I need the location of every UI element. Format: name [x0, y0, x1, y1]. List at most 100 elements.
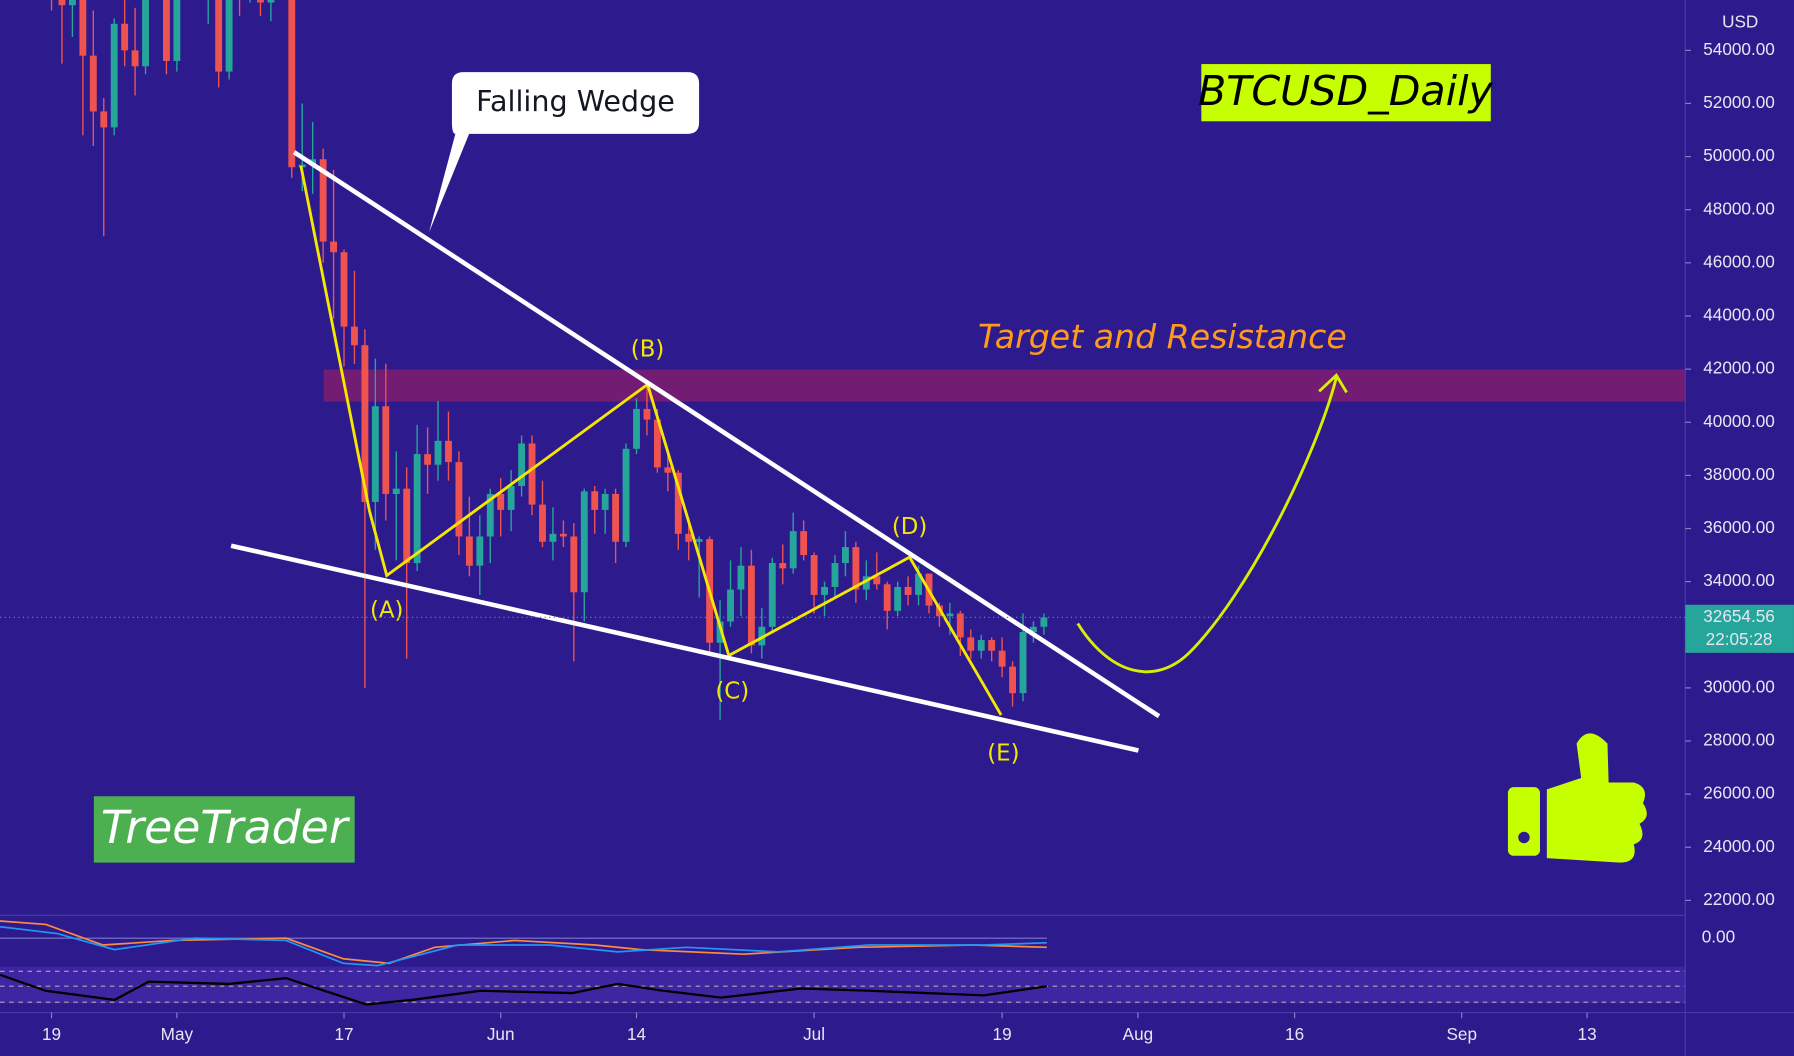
last-price-label: 32654.56 — [1703, 606, 1775, 626]
candles — [50, 0, 1048, 720]
candle-body — [580, 491, 588, 593]
candle-body — [68, 0, 76, 6]
y-tick-label: 36000.00 — [1703, 517, 1775, 537]
candle-body — [695, 539, 703, 542]
callout — [429, 72, 700, 233]
x-tick-label: 17 — [334, 1024, 353, 1044]
candle-body — [915, 573, 922, 595]
axes: 22000.00 24000.00 26000.00 28000.00 30000.00… — [0, 39, 1794, 1044]
candle-body — [497, 493, 505, 510]
candle-body — [1019, 632, 1027, 694]
candle-body — [1030, 626, 1037, 633]
candle-body — [716, 621, 724, 643]
pattern-label: Falling Wedge — [476, 84, 675, 118]
candle-body — [737, 565, 745, 590]
wedge-upper — [292, 150, 1161, 719]
candle-body — [539, 504, 546, 542]
candle-body — [852, 547, 860, 590]
candle-body — [601, 493, 609, 510]
indicator-tick-label: 0.00 — [1702, 927, 1735, 947]
candle-body — [413, 454, 421, 564]
candle-body — [121, 23, 129, 51]
candle-body — [988, 640, 996, 651]
resistance-zone — [323, 369, 1686, 402]
candle-body — [998, 650, 1006, 667]
y-tick-label: 42000.00 — [1703, 358, 1775, 378]
candle-body — [486, 493, 494, 537]
candle-body — [319, 159, 327, 242]
candle-body — [465, 536, 473, 566]
x-tick-label: May — [161, 1024, 194, 1044]
target-label: Target and Resistance — [978, 317, 1347, 356]
y-tick-label: 26000.00 — [1703, 783, 1775, 803]
candle-body — [340, 252, 348, 327]
candle-body — [257, 0, 264, 3]
x-tick-label: 16 — [1285, 1024, 1304, 1044]
candle-body — [622, 448, 630, 542]
y-tick-label: 48000.00 — [1703, 198, 1775, 218]
candle-body — [956, 613, 964, 638]
x-tick-label: Aug — [1123, 1024, 1154, 1044]
candle-body — [58, 0, 66, 6]
y-tick-label: 30000.00 — [1703, 676, 1775, 696]
candle-body — [873, 576, 881, 585]
candle-body — [476, 536, 484, 566]
x-tick-label: 13 — [1578, 1024, 1597, 1044]
y-tick-label: 22000.00 — [1703, 889, 1775, 909]
candle-body — [841, 547, 849, 564]
wave-label: (C) — [715, 679, 749, 705]
y-tick-label: 46000.00 — [1703, 251, 1775, 271]
x-tick-label: Jun — [487, 1024, 515, 1044]
candle-body — [89, 55, 97, 112]
candle-body — [424, 454, 432, 465]
candle-body — [225, 0, 233, 72]
y-tick-label: 34000.00 — [1703, 570, 1775, 590]
y-tick-label: 24000.00 — [1703, 836, 1775, 856]
candle-body — [392, 488, 400, 494]
wave-label: (D) — [892, 514, 927, 540]
y-tick-label: 40000.00 — [1703, 411, 1775, 431]
candle-body — [215, 0, 223, 72]
candle-body — [862, 576, 870, 590]
x-tick-label: 14 — [627, 1024, 647, 1044]
projection-arrow — [1076, 373, 1348, 674]
candle-body — [727, 589, 734, 622]
wedge-lower — [230, 543, 1139, 753]
candle-body — [131, 50, 139, 67]
candle-body — [330, 241, 338, 253]
candle-body — [894, 586, 902, 611]
candle-body — [779, 563, 787, 569]
candle-body — [800, 531, 808, 556]
candle-body — [612, 493, 620, 542]
y-tick-label: 44000.00 — [1703, 305, 1775, 325]
y-tick-label: 38000.00 — [1703, 464, 1775, 484]
candle-body — [570, 536, 578, 593]
candle-body — [559, 533, 567, 537]
candle-body — [163, 0, 170, 61]
candle-body — [351, 326, 358, 346]
candle-body — [904, 586, 912, 595]
candle-body — [382, 406, 390, 494]
rsi-band — [0, 966, 1686, 1004]
candle-body — [643, 408, 651, 420]
wave-label: (B) — [631, 337, 665, 363]
candle-body — [445, 440, 452, 463]
wave-label: (A) — [370, 597, 403, 623]
candle-body — [967, 637, 975, 651]
y-tick-label: 54000.00 — [1703, 39, 1775, 59]
candle-body — [946, 613, 954, 617]
candle-body — [633, 408, 640, 449]
last-price-box — [1685, 604, 1794, 653]
chart-title: BTCUSD_Daily — [1198, 67, 1494, 115]
title-box — [1201, 64, 1491, 122]
x-tick-label: 19 — [42, 1024, 61, 1044]
candle-body — [267, 0, 275, 3]
y-tick-label: 50000.00 — [1703, 145, 1775, 165]
candle-body — [371, 406, 379, 502]
candle-body — [883, 584, 891, 611]
x-tick-label: 19 — [993, 1024, 1012, 1044]
candle-body — [831, 563, 839, 587]
x-tick-label: Sep — [1446, 1024, 1477, 1044]
